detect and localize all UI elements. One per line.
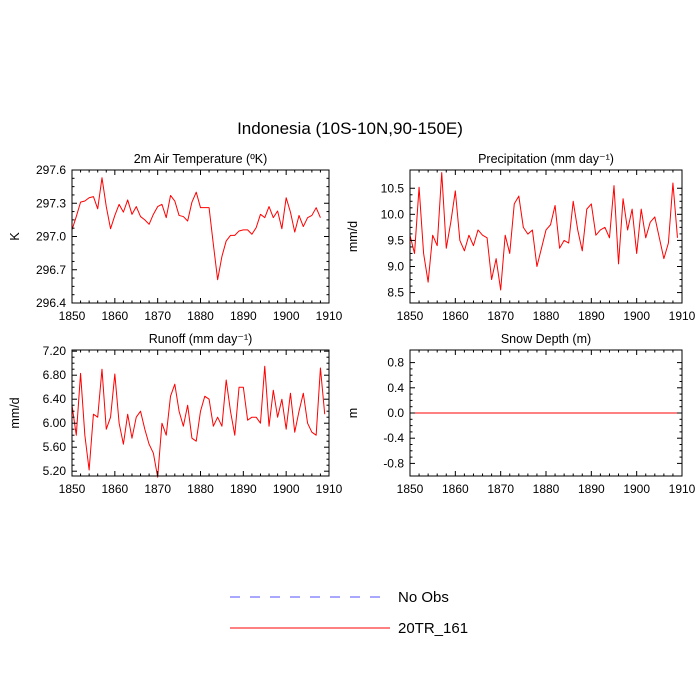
y-tick-label: 9.0 [387, 259, 404, 273]
x-tick-label: 1880 [533, 482, 560, 496]
x-tick-label: 1860 [442, 482, 469, 496]
y-axis-label: mm/d [346, 221, 360, 252]
y-tick-label: 8.5 [387, 286, 404, 300]
panel-title: Snow Depth (m) [501, 332, 591, 346]
x-tick-label: 1850 [59, 482, 86, 496]
x-tick-label: 1900 [623, 309, 650, 323]
legend: No Obs 20TR_161 [230, 589, 468, 637]
x-tick-label: 1880 [187, 309, 214, 323]
series-line [71, 177, 321, 281]
y-tick-label: 6.80 [43, 368, 67, 382]
main-title: Indonesia (10S-10N,90-150E) [237, 119, 463, 138]
panels: 2m Air Temperature (ºK) K 1850 1860 1870 1880… [8, 152, 696, 496]
y-axis-label: K [8, 232, 22, 241]
y-tick-label: 297.6 [36, 163, 66, 177]
series-line [409, 172, 678, 291]
y-tick-label: 297.0 [36, 230, 66, 244]
x-tick-label: 1890 [578, 482, 605, 496]
y-tick-label: 296.4 [36, 296, 66, 310]
x-tick-label: 1870 [487, 482, 514, 496]
legend-label-no-obs: No Obs [398, 589, 449, 606]
y-tick-label: 6.40 [43, 392, 67, 406]
y-tick-label: 7.20 [43, 344, 67, 358]
series-line [71, 365, 326, 478]
x-tick-label: 1910 [316, 309, 343, 323]
x-tick-label: 1860 [442, 309, 469, 323]
x-tick-label: 1890 [230, 309, 257, 323]
x-tick-label: 1870 [144, 482, 171, 496]
y-tick-label: 0.4 [387, 381, 404, 395]
x-tick-label: 1900 [273, 309, 300, 323]
panel-title: Runoff (mm day⁻¹) [149, 332, 253, 346]
y-tick-label: 6.00 [43, 416, 67, 430]
y-axis-label: m [346, 408, 360, 418]
x-tick-label: 1910 [316, 482, 343, 496]
y-tick-label: 297.3 [36, 196, 66, 210]
panel-3: Snow Depth (m) m 1850 1860 1870 1880 1890 1900 1… [346, 332, 696, 496]
x-tick-label: 1850 [397, 309, 424, 323]
x-tick-label: 1910 [669, 482, 696, 496]
y-tick-label: 0.8 [387, 356, 404, 370]
x-tick-label: 1900 [623, 482, 650, 496]
panel-0: 2m Air Temperature (ºK) K 1850 1860 1870 1880… [8, 152, 343, 323]
x-tick-label: 1870 [144, 309, 171, 323]
y-tick-label: 0.0 [387, 406, 404, 420]
x-tick-label: 1900 [273, 482, 300, 496]
y-tick-label: -0.8 [383, 456, 404, 470]
x-tick-label: 1880 [187, 482, 214, 496]
x-tick-label: 1850 [397, 482, 424, 496]
y-axis-label: mm/d [8, 397, 22, 428]
y-tick-label: -0.4 [383, 431, 404, 445]
x-tick-label: 1880 [533, 309, 560, 323]
x-tick-label: 1850 [59, 309, 86, 323]
y-tick-label: 5.60 [43, 440, 67, 454]
x-tick-label: 1860 [101, 309, 128, 323]
y-tick-label: 296.7 [36, 263, 66, 277]
y-tick-label: 5.20 [43, 464, 67, 478]
y-tick-label: 9.5 [387, 233, 404, 247]
panel-2: Runoff (mm day⁻¹) mm/d 1850 1860 1870 1880 189… [8, 332, 343, 496]
y-tick-label: 10.5 [381, 181, 405, 195]
y-tick-label: 10.0 [381, 207, 405, 221]
panel-title: 2m Air Temperature (ºK) [134, 152, 268, 166]
x-tick-label: 1890 [578, 309, 605, 323]
plot-frame [71, 169, 330, 304]
panel-1: Precipitation (mm day⁻¹) mm/d 1850 1860 1870… [346, 152, 696, 323]
x-tick-label: 1910 [669, 309, 696, 323]
x-tick-label: 1870 [487, 309, 514, 323]
plot-frame [409, 169, 683, 304]
x-tick-label: 1860 [101, 482, 128, 496]
panel-title: Precipitation (mm day⁻¹) [478, 152, 614, 166]
legend-label-20tr-161: 20TR_161 [398, 620, 468, 637]
x-tick-label: 1890 [230, 482, 257, 496]
